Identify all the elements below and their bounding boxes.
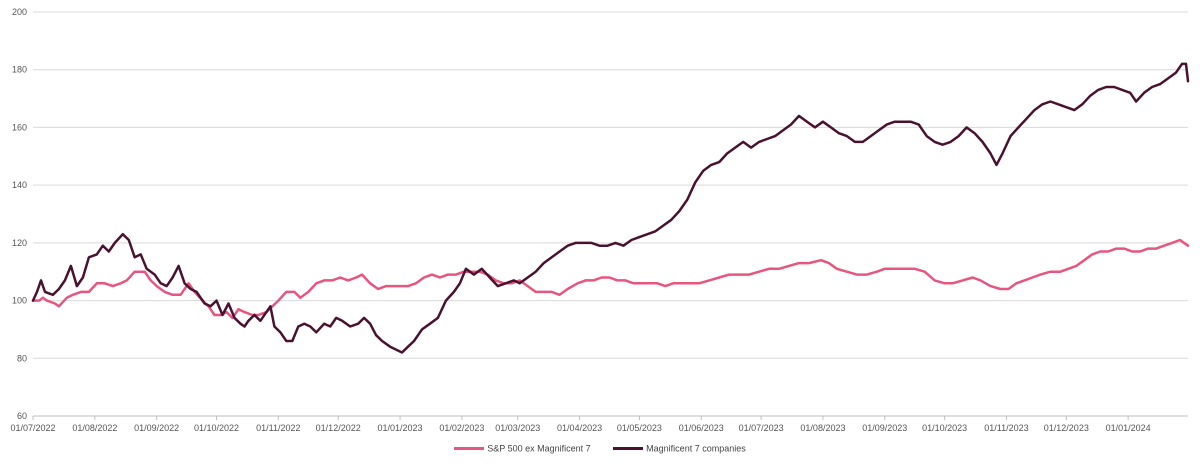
- y-tick-label: 100: [12, 296, 27, 306]
- x-tick-label: 01/10/2022: [194, 423, 239, 433]
- legend-item-sp500-ex-mag7: S&P 500 ex Magnificent 7: [454, 443, 591, 454]
- series-line-sp500-ex-mag7: [31, 238, 1190, 320]
- x-tick-label: 01/08/2023: [800, 423, 845, 433]
- x-tick-label: 01/04/2023: [557, 423, 602, 433]
- x-tick-label: 01/01/2024: [1106, 423, 1151, 433]
- series-line-mag7: [31, 62, 1190, 354]
- series-lines: [31, 62, 1190, 354]
- x-tick-label: 01/01/2023: [378, 423, 423, 433]
- x-tick-label: 01/08/2022: [72, 423, 117, 433]
- legend: S&P 500 ex Magnificent 7 Magnificent 7 c…: [0, 443, 1200, 454]
- y-tick-label: 160: [12, 122, 27, 132]
- legend-label-sp500-ex-mag7: S&P 500 ex Magnificent 7: [487, 443, 591, 454]
- y-tick-label: 80: [17, 353, 27, 363]
- y-tick-label: 140: [12, 180, 27, 190]
- y-axis-ticks: 60 80 100 120 140 160 180 200: [12, 7, 27, 421]
- legend-label-mag7: Magnificent 7 companies: [646, 443, 746, 454]
- x-tick-label: 01/09/2023: [862, 423, 907, 433]
- x-tick-label: 01/06/2023: [679, 423, 724, 433]
- x-tick-label: 01/12/2023: [1044, 423, 1089, 433]
- y-tick-label: 60: [17, 411, 27, 421]
- x-tick-label: 01/05/2023: [617, 423, 662, 433]
- y-tick-label: 180: [12, 65, 27, 75]
- gridlines: [33, 11, 1188, 359]
- y-tick-label: 120: [12, 238, 27, 248]
- legend-swatch-mag7: [613, 447, 644, 451]
- x-tick-label: 01/11/2022: [256, 423, 300, 433]
- x-tick-label: 01/11/2023: [984, 423, 1028, 433]
- legend-item-mag7: Magnificent 7 companies: [613, 443, 746, 454]
- x-tick-label: 01/07/2023: [739, 423, 784, 433]
- legend-swatch-sp500-ex-mag7: [454, 447, 485, 451]
- x-tick-label: 01/03/2023: [495, 423, 540, 433]
- x-tick-label: 01/07/2022: [10, 423, 55, 433]
- x-tick-label: 01/12/2022: [316, 423, 361, 433]
- x-axis: 01/07/2022 01/08/2022 01/09/2022 01/10/2022…: [10, 415, 1188, 433]
- x-tick-label: 01/02/2023: [439, 423, 484, 433]
- x-tick-label: 01/10/2023: [922, 423, 967, 433]
- x-tick-label: 01/09/2022: [134, 423, 179, 433]
- line-chart: 60 80 100 120 140 160 180 200 01/07/2022 01/08/2…: [10, 7, 1190, 433]
- y-tick-label: 200: [12, 7, 27, 17]
